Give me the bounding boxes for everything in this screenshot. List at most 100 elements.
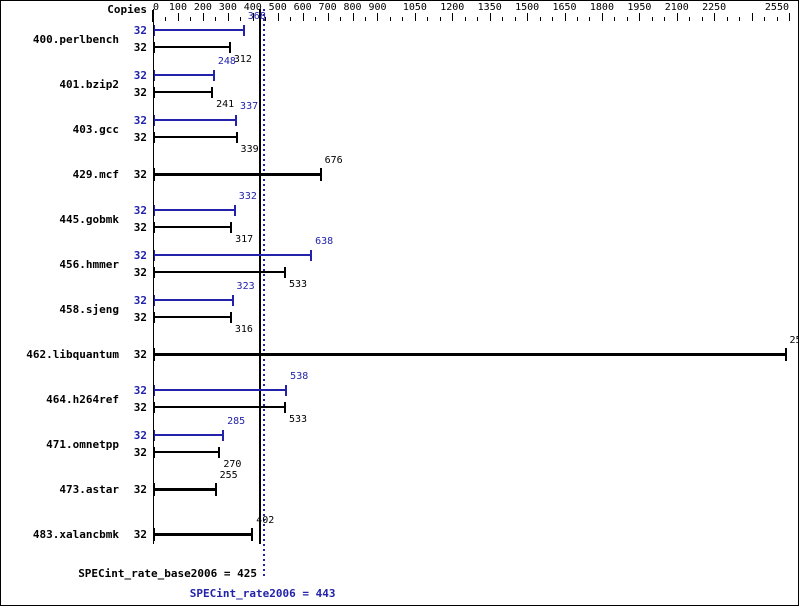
base-value-label: 255 — [219, 470, 238, 481]
base-value-label: 241 — [216, 99, 235, 110]
axis-origin-line — [153, 9, 154, 544]
axis-tick-major — [676, 13, 678, 21]
base-copies-label: 32 — [133, 311, 147, 324]
peak-bar — [153, 429, 225, 441]
base-score-footer: SPECint_rate_base2006 = 425 — [78, 567, 257, 580]
peak-score-footer: SPECint_rate2006 = 443 — [189, 587, 336, 600]
base-copies-label: 32 — [133, 131, 147, 144]
axis-tick-minor — [651, 17, 653, 21]
peak-copies-label: 32 — [133, 249, 147, 262]
peak-value-label: 332 — [238, 191, 257, 202]
axis-tick-label: 200 — [193, 2, 212, 13]
axis-tick-major — [352, 13, 354, 21]
benchmark-name-label: 462.libquantum — [26, 348, 119, 361]
benchmark-name-label: 456.hmmer — [59, 257, 119, 271]
x-axis: 0 100 200 300 400 500 600 700 800 900 1050 1200 1350… — [153, 2, 798, 22]
benchmark-name-label: 483.xalancbmk — [32, 528, 119, 541]
axis-tick-minor — [215, 17, 217, 21]
peak-reference-line — [263, 9, 266, 576]
axis-tick-label: 100 — [168, 2, 187, 13]
peak-bar — [153, 384, 288, 396]
bar-stem — [153, 74, 215, 76]
axis-tick-minor — [701, 17, 703, 21]
bar-stem — [153, 226, 233, 228]
axis-tick-minor — [365, 17, 366, 21]
axis-tick-label: 1650 — [552, 2, 577, 13]
axis-tick-major — [302, 13, 304, 21]
axis-tick-minor — [689, 17, 691, 21]
axis-tick-minor — [439, 17, 441, 21]
bar-cap-right — [231, 294, 234, 306]
bar-stem — [153, 119, 238, 121]
axis-tick-major — [377, 13, 379, 21]
bar-cap-left — [153, 311, 155, 323]
axis-tick-minor — [315, 17, 317, 21]
axis-tick-major — [751, 13, 753, 21]
axis-tick-minor — [502, 17, 504, 21]
peak-bar — [153, 249, 313, 261]
base-copies-label: 32 — [133, 168, 147, 181]
axis-tick-major — [252, 13, 254, 21]
axis-tick-minor — [265, 17, 267, 21]
peak-value-label: 248 — [217, 56, 236, 67]
bar-cap-right — [229, 311, 232, 323]
axis-tick-label: 1050 — [402, 2, 427, 13]
base-value-label: 339 — [240, 144, 259, 155]
axis-origin-rule — [152, 10, 153, 22]
axis-tick-minor — [739, 17, 741, 21]
bar-cap-left — [153, 482, 155, 496]
benchmark-name-label: 464.h264ref — [46, 392, 119, 406]
base-value-label: 270 — [223, 459, 242, 470]
bar-cap-left — [153, 221, 155, 233]
axis-tick-major — [489, 13, 491, 21]
bar-cap-left — [153, 24, 155, 36]
axis-tick-label: 0 — [153, 2, 160, 13]
axis-tick-major — [414, 13, 416, 21]
base-value-label: 533 — [288, 279, 307, 290]
axis-tick-minor — [477, 17, 479, 21]
base-bar — [153, 446, 221, 458]
peak-copies-label: 32 — [133, 114, 147, 127]
axis-tick-label: 1800 — [589, 2, 614, 13]
peak-copies-label: 32 — [133, 24, 147, 37]
bar-cap-right — [218, 446, 221, 458]
axis-tick-label: 1350 — [477, 2, 502, 13]
base-copies-label: 32 — [133, 528, 147, 541]
axis-tick-major — [227, 13, 229, 21]
base-bar — [153, 347, 787, 361]
bar-stem — [153, 136, 238, 138]
bar-stem — [153, 299, 234, 301]
axis-tick-minor — [165, 17, 167, 21]
bar-stem — [153, 487, 217, 491]
base-bar — [153, 167, 322, 181]
axis-tick-label: 600 — [293, 2, 312, 13]
bar-cap-left — [153, 114, 155, 126]
bar-stem — [153, 46, 231, 48]
bar-stem — [153, 91, 214, 93]
base-bar — [153, 311, 232, 323]
peak-bar — [153, 24, 245, 36]
bar-stem — [153, 29, 245, 31]
base-bar — [153, 131, 238, 143]
benchmark-name-label: 471.omnetpp — [46, 437, 119, 451]
base-bar — [153, 482, 217, 496]
peak-value-label: 323 — [236, 281, 255, 292]
axis-tick-major — [789, 13, 790, 21]
axis-tick-minor — [190, 17, 192, 21]
axis-tick-minor — [552, 17, 554, 21]
bar-cap-right — [283, 266, 286, 278]
axis-tick-minor — [764, 17, 766, 21]
bar-cap-left — [153, 249, 155, 261]
axis-tick-minor — [626, 17, 628, 21]
base-value-label: 676 — [324, 155, 343, 166]
axis-tick-minor — [664, 17, 666, 21]
base-copies-label: 32 — [133, 266, 147, 279]
bar-cap-right — [319, 167, 322, 181]
axis-tick-label: 500 — [268, 2, 287, 13]
axis-tick-major — [327, 13, 329, 21]
bar-cap-right — [230, 221, 233, 233]
bar-cap-left — [153, 446, 155, 458]
bar-cap-left — [153, 86, 155, 98]
benchmark-name-label: 403.gcc — [72, 122, 119, 136]
base-value-label: 2540 — [789, 335, 798, 346]
